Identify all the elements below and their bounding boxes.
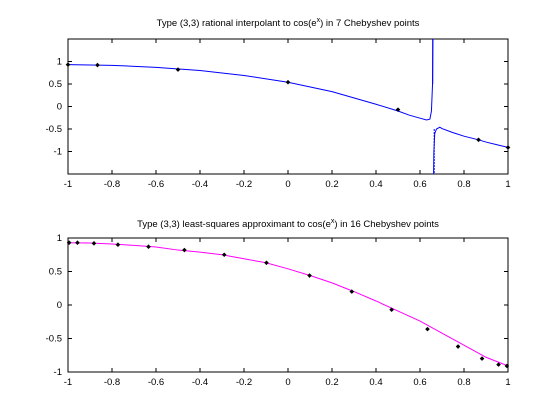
top-x-tick-label: -0.6 — [148, 179, 164, 190]
bottom-x-tick-label: 0.6 — [413, 377, 426, 388]
top-data-point — [175, 67, 181, 72]
bottom-data-point — [349, 289, 355, 294]
bottom-data-point — [479, 356, 485, 361]
top-x-tick-label: -1 — [64, 179, 72, 190]
top-x-tick-label: -0.8 — [104, 179, 120, 190]
top-x-tick-label: 0.4 — [369, 179, 382, 190]
top-x-tick-label: -0.2 — [236, 179, 252, 190]
top-chart-content: -1 -0.8 -0.6 -0.4 -0.2 0 0.2 0.4 0.6 0.8 1 -1 -0.5 0 0… — [46, 39, 511, 190]
bottom-data-point — [91, 241, 97, 246]
bottom-x-tick-label: -0.8 — [104, 377, 120, 388]
bottom-chart-title: Type (3,3) least-squares approximant to … — [137, 218, 439, 230]
top-y-tick-label: 1 — [57, 57, 62, 68]
bottom-data-point — [115, 242, 121, 247]
bottom-data-point — [264, 260, 269, 266]
bottom-x-tick-label: 0.2 — [325, 377, 338, 388]
top-y-tick-label: -0.5 — [46, 124, 62, 135]
bottom-chart-plot-area — [67, 237, 509, 373]
bottom-x-tick-label: -0.2 — [236, 377, 252, 388]
top-chart: Type (3,3) rational interpolant to cos(e… — [46, 17, 511, 190]
top-data-point — [285, 79, 291, 85]
bottom-y-tick-label: 1 — [57, 233, 62, 244]
top-x-tick-label: 0.6 — [413, 179, 426, 190]
bottom-data-point — [307, 273, 312, 278]
bottom-data-point — [496, 362, 501, 367]
top-data-point — [505, 145, 511, 150]
bottom-data-point — [389, 307, 394, 312]
top-chart-title-superscript: x — [317, 17, 321, 24]
top-x-tick-label: 1 — [505, 179, 510, 190]
bottom-x-tick-label: -1 — [64, 377, 72, 388]
bottom-data-point — [455, 344, 461, 349]
top-x-tick-label: 0.2 — [325, 179, 338, 190]
top-data-point — [65, 62, 71, 67]
bottom-data-point — [146, 244, 151, 250]
top-chart-title: Type (3,3) rational interpolant to cos(e… — [157, 17, 420, 29]
bottom-x-tick-label: 0 — [285, 377, 290, 388]
bottom-data-point — [504, 363, 510, 369]
bottom-x-tick-label: 0.4 — [369, 377, 382, 388]
top-data-point — [95, 62, 100, 68]
bottom-y-tick-label: -1 — [54, 367, 62, 378]
bottom-data-point — [66, 240, 72, 245]
bottom-chart: Type (3,3) least-squares approximant to … — [46, 218, 511, 388]
bottom-chart-title-part1: Type (3,3) least-squares approximant to … — [137, 219, 331, 230]
top-chart-plot-area — [67, 38, 509, 175]
top-chart-title-part1: Type (3,3) rational interpolant to cos(e — [157, 18, 317, 29]
top-data-point — [395, 107, 401, 112]
top-x-tick-label: 0.8 — [457, 179, 470, 190]
top-chart-title-part2: ) in 7 Chebyshev points — [320, 18, 420, 29]
bottom-y-tick-label: 0.5 — [49, 267, 62, 278]
top-x-tick-label: -0.4 — [192, 179, 208, 190]
bottom-data-point — [182, 247, 187, 253]
top-y-tick-label: 0 — [57, 102, 62, 113]
top-y-tick-label: 0.5 — [49, 79, 62, 90]
bottom-x-tick-label: 0.8 — [457, 377, 470, 388]
bottom-x-tick-label: -0.4 — [192, 377, 208, 388]
top-x-tick-label: 0 — [285, 179, 290, 190]
top-y-tick-label: -1 — [54, 147, 62, 158]
bottom-chart-content: -1 -0.8 -0.6 -0.4 -0.2 0 0.2 0.4 0.6 0.8 1 -1 -0.5 0 0… — [46, 233, 511, 388]
top-data-point — [476, 137, 481, 143]
bottom-data-point — [425, 326, 430, 332]
bottom-chart-title-part2: ) in 16 Chebyshev points — [334, 219, 439, 230]
bottom-y-tick-label: -0.5 — [46, 334, 62, 345]
bottom-chart-title-superscript: x — [331, 218, 335, 225]
bottom-y-tick-label: 0 — [57, 300, 62, 311]
bottom-curve-segment — [68, 242, 508, 367]
bottom-x-tick-label: -0.6 — [148, 377, 164, 388]
bottom-x-tick-label: 1 — [505, 377, 510, 388]
bottom-data-point — [221, 252, 227, 258]
bottom-data-point — [75, 240, 80, 245]
